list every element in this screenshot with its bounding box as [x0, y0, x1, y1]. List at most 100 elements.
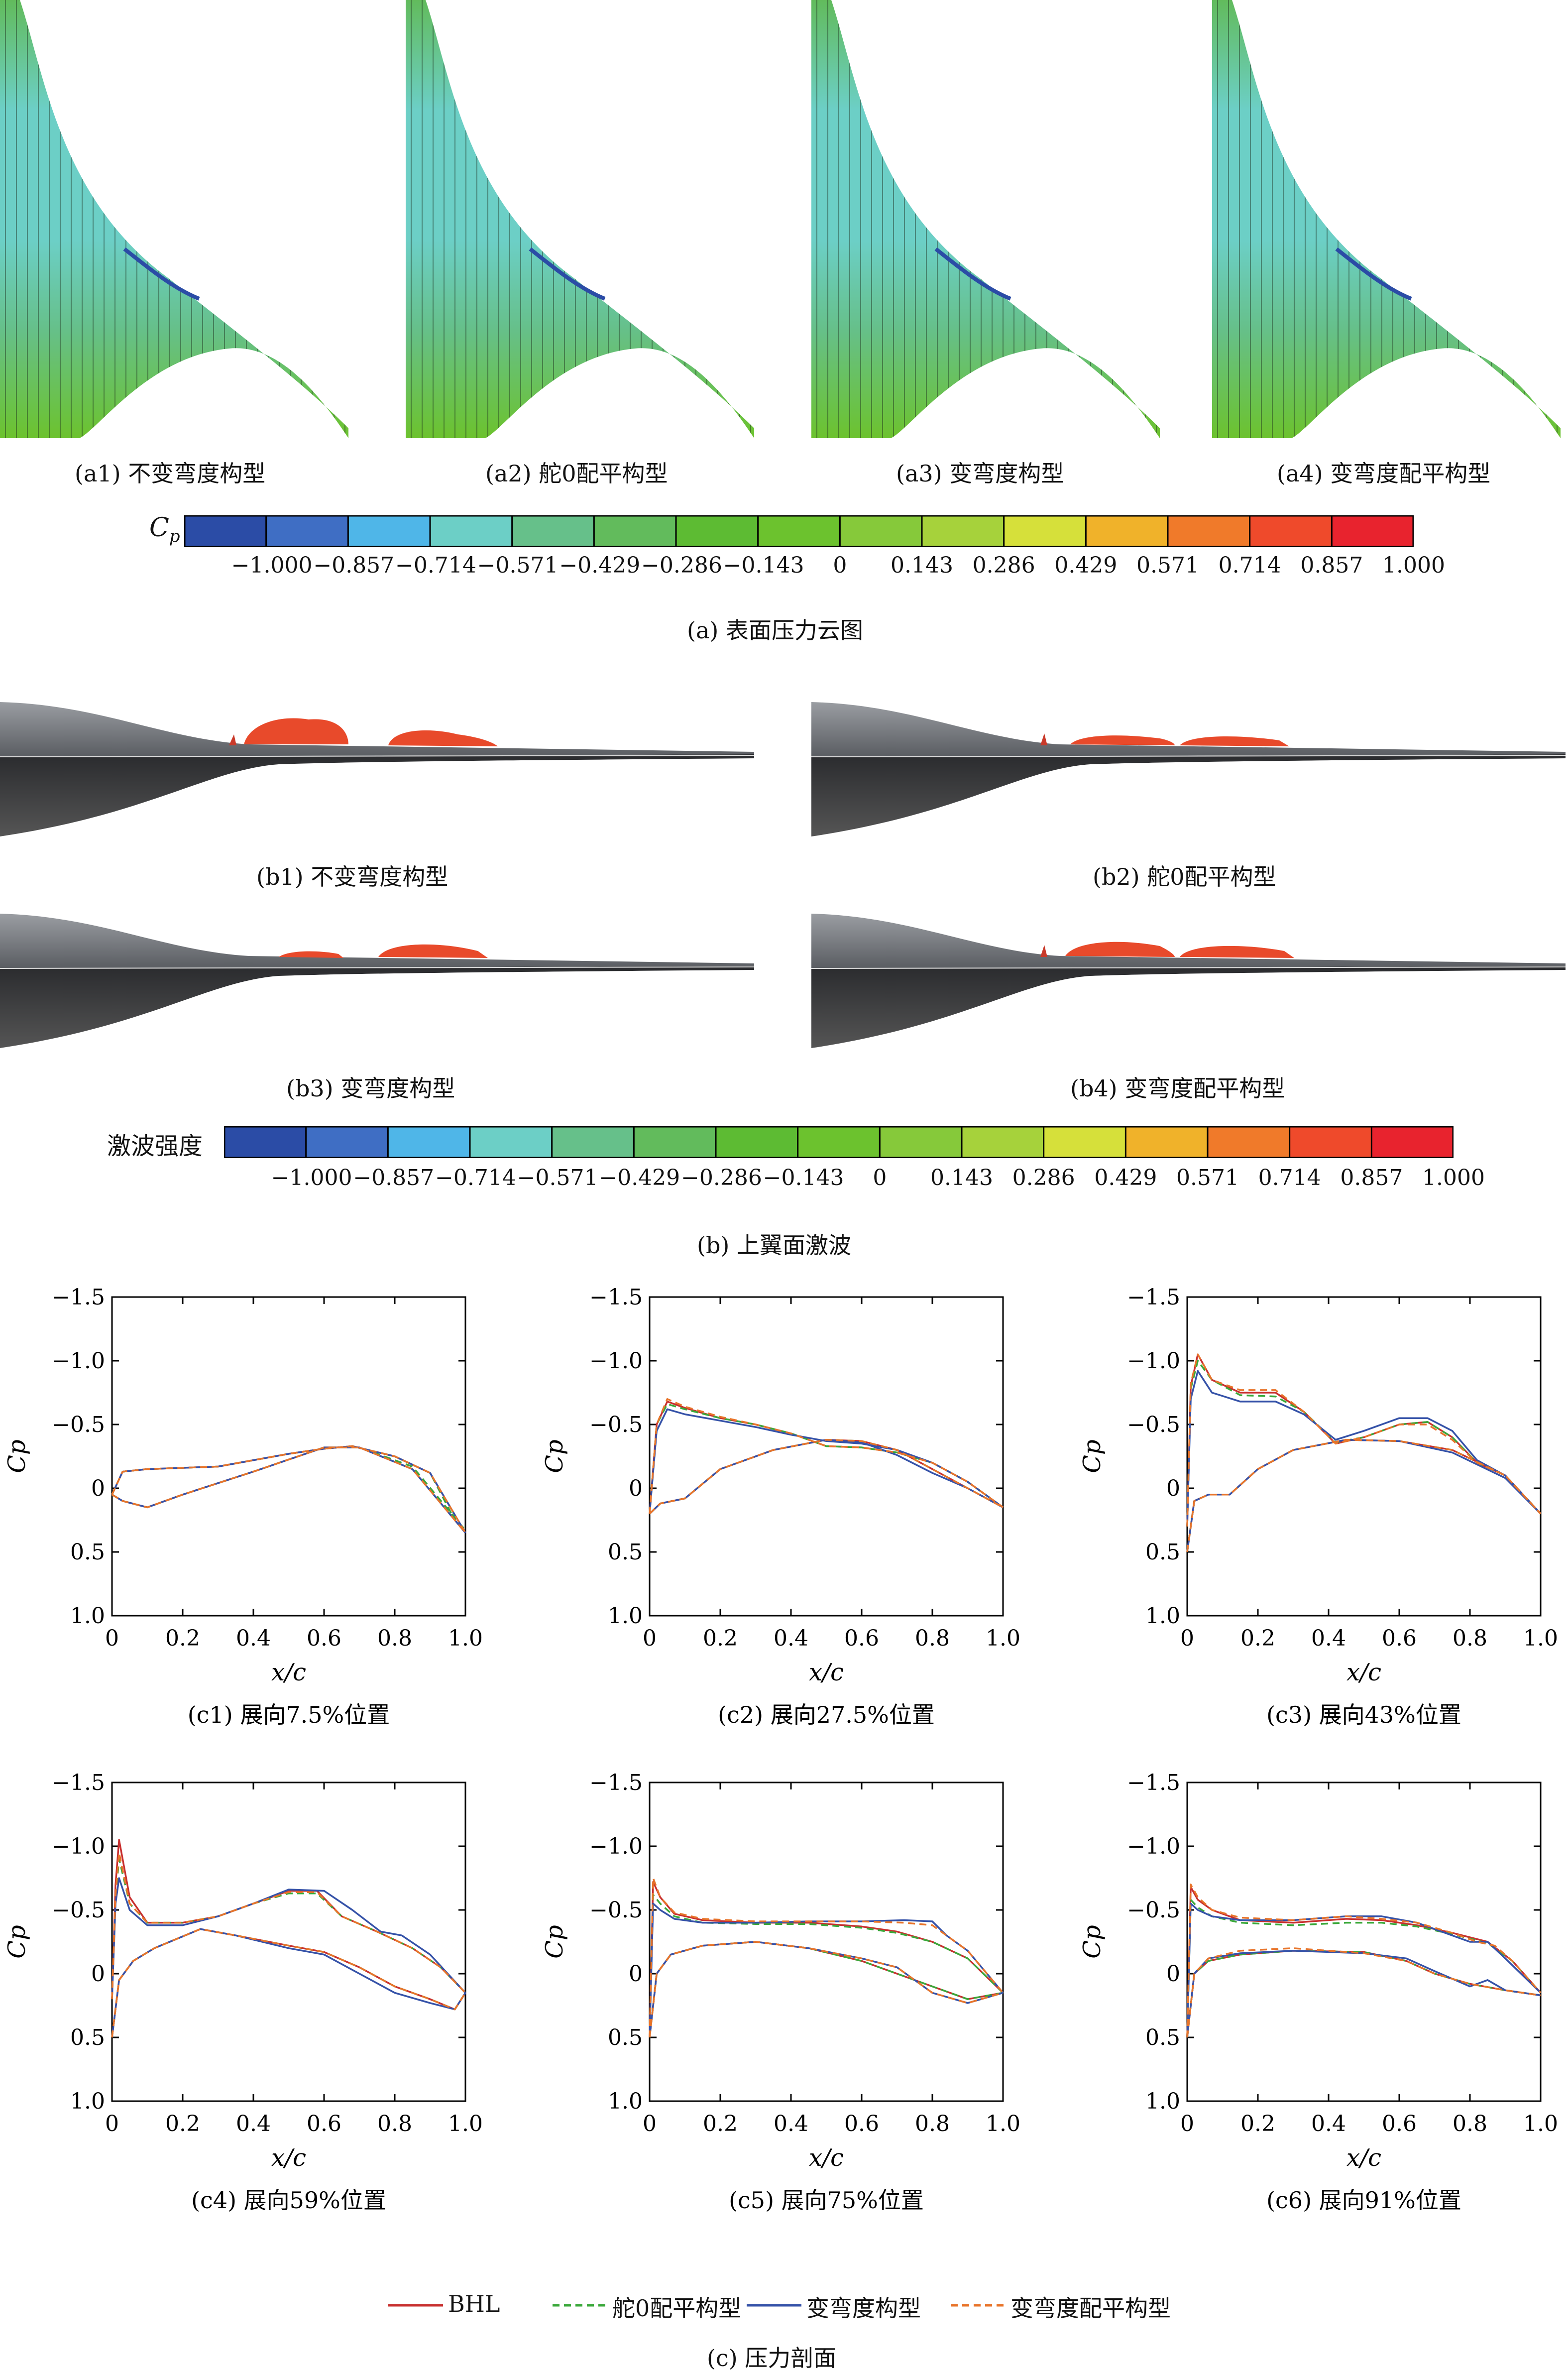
- shock-scale-swatch-7: [797, 1126, 880, 1158]
- x-axis-label: x/c: [271, 2144, 306, 2172]
- caption-a1: (a1) 不变弯度构型: [75, 460, 266, 487]
- cp-scale-swatch-14: [1332, 515, 1414, 547]
- plot-frame: [111, 1781, 466, 2102]
- cp-scale-tick-label: −0.286: [641, 553, 722, 578]
- y-axis-label: Cp: [1078, 1439, 1106, 1473]
- series-line-lower: [112, 1446, 466, 1534]
- cp-scale-swatch-13: [1249, 515, 1332, 547]
- shock-scale-swatch-5: [634, 1126, 716, 1158]
- series-line-upper: [649, 1398, 1004, 1514]
- caption-a3: (a3) 变弯度构型: [896, 460, 1064, 487]
- x-tick-label: 0.8: [915, 2111, 950, 2136]
- y-tick-label: −1.0: [1127, 1348, 1180, 1374]
- caption-b4: (b4) 变弯度配平构型: [1070, 1075, 1285, 1102]
- cp-scale-swatch-12: [1168, 515, 1250, 547]
- cp-scale-tick-label: 0.143: [891, 553, 953, 578]
- y-tick-label: −1.0: [52, 1348, 105, 1374]
- x-tick-label: 0.4: [1311, 2111, 1346, 2136]
- y-tick-label: 0: [91, 1961, 105, 1987]
- x-tick-label: 0.2: [1240, 1626, 1275, 1651]
- x-tick-label: 0.6: [307, 1626, 341, 1651]
- series-line-lower: [1186, 1950, 1541, 2038]
- cp-scale-swatch-10: [1004, 515, 1086, 547]
- cp-scale-tick-label: −0.571: [477, 553, 559, 578]
- x-tick-label: 0.6: [844, 1626, 879, 1651]
- cp-scale-swatch-7: [758, 515, 840, 547]
- y-axis-label: Cp: [3, 1925, 31, 1958]
- series-line-upper: [111, 1852, 466, 2000]
- x-tick-label: 0.2: [703, 2111, 738, 2136]
- shock-scale-tick-label: −0.714: [435, 1165, 516, 1190]
- caption-a: (a) 表面压力云图: [687, 617, 863, 644]
- cp-scale-swatch-6: [676, 515, 759, 547]
- y-tick-label: 0.5: [1145, 1540, 1180, 1565]
- series-line-lower: [1186, 1950, 1541, 2038]
- caption-c: (c) 压力剖面: [707, 2345, 837, 2372]
- series-line-upper: [111, 1877, 466, 2000]
- caption-a2: (a2) 舵0配平构型: [485, 460, 668, 487]
- x-axis-label: x/c: [271, 1659, 306, 1686]
- x-tick-label: 0.6: [844, 2111, 879, 2136]
- series-line-lower: [1186, 1950, 1541, 2038]
- series-line-lower: [1186, 1438, 1542, 1552]
- shock-scale-tick-label: −1.000: [271, 1165, 352, 1190]
- caption-a4: (a4) 变弯度配平构型: [1277, 460, 1491, 487]
- shock-scale-tick-label: 0.143: [930, 1165, 993, 1190]
- plot-frame: [649, 1781, 1004, 2102]
- series-line-upper: [649, 1403, 1004, 1514]
- shock-scale-swatch-2: [388, 1126, 470, 1158]
- shock-scale-tick-label: −0.286: [681, 1165, 762, 1190]
- shock-scale-swatch-3: [470, 1126, 553, 1158]
- chart-caption: (c5) 展向75%位置: [729, 2187, 924, 2214]
- y-tick-label: −0.5: [1127, 1412, 1180, 1437]
- series-line-upper: [111, 1445, 456, 1521]
- y-tick-label: −1.5: [52, 1770, 105, 1795]
- caption-b3: (b3) 变弯度构型: [286, 1075, 455, 1102]
- x-tick-label: 0: [1180, 2111, 1194, 2136]
- shock-scale-tick-label: −0.143: [763, 1165, 844, 1190]
- shock-scale-swatch-10: [1043, 1126, 1126, 1158]
- y-tick-label: −0.5: [52, 1898, 105, 1923]
- y-tick-label: 1.0: [70, 2089, 105, 2114]
- cp-scale-swatch-9: [922, 515, 1005, 547]
- plot-frame: [111, 1296, 466, 1617]
- y-tick-label: −1.5: [1127, 1285, 1180, 1310]
- x-tick-label: 0.8: [915, 1626, 950, 1651]
- series-line-lower: [649, 1438, 1004, 1515]
- x-tick-label: 0.4: [236, 1626, 271, 1651]
- legend-label-variable-camber-trim: 变弯度配平构型: [1010, 2295, 1171, 2322]
- y-axis-label: Cp: [3, 1439, 31, 1473]
- x-axis-label: x/c: [809, 1659, 844, 1686]
- shock-scale-tick-label: 1.000: [1422, 1165, 1485, 1190]
- cp-scale-swatch-11: [1086, 515, 1168, 547]
- x-tick-label: 1.0: [1523, 1626, 1558, 1651]
- series-line-lower: [1186, 1438, 1542, 1552]
- y-tick-label: 0.5: [608, 2025, 643, 2050]
- series-line-upper: [1186, 1370, 1542, 1527]
- y-tick-label: −1.5: [52, 1285, 105, 1310]
- x-tick-label: 0.8: [377, 2111, 412, 2136]
- cp-scale-swatch-8: [840, 515, 922, 547]
- x-axis-label: x/c: [1346, 1659, 1381, 1686]
- chart-c4: −1.5−1.0−0.500.51.00 0.2 0.4 0.6 0.8 1.0Cpx/c…: [3, 1770, 483, 2214]
- y-tick-label: −1.5: [589, 1285, 643, 1310]
- x-tick-label: 1.0: [986, 1626, 1020, 1651]
- x-tick-label: 1.0: [448, 1626, 483, 1651]
- legend-label-bhl: BHL: [448, 2290, 500, 2317]
- shock-scale-tick-label: 0.857: [1340, 1165, 1403, 1190]
- x-tick-label: 0: [105, 2111, 119, 2136]
- x-tick-label: 0.6: [1382, 2111, 1417, 2136]
- y-tick-label: −1.0: [52, 1834, 105, 1859]
- series-line-upper: [1186, 1898, 1542, 2038]
- y-tick-label: −1.0: [589, 1348, 643, 1374]
- cp-scale-tick-label: 1.000: [1382, 553, 1445, 578]
- chart-caption: (c1) 展向7.5%位置: [188, 1701, 390, 1728]
- x-tick-label: 0.8: [1453, 1626, 1487, 1651]
- shock-scale-swatch-11: [1125, 1126, 1208, 1158]
- chart-c1: −1.5−1.0−0.500.51.00 0.2 0.4 0.6 0.8 1.0Cpx/c…: [3, 1285, 483, 1728]
- x-tick-label: 0.4: [236, 2111, 271, 2136]
- cp-scale-swatch-2: [348, 515, 431, 547]
- y-tick-label: −1.5: [589, 1770, 643, 1795]
- y-axis-label: Cp: [541, 1925, 568, 1958]
- x-axis-label: x/c: [809, 2144, 844, 2172]
